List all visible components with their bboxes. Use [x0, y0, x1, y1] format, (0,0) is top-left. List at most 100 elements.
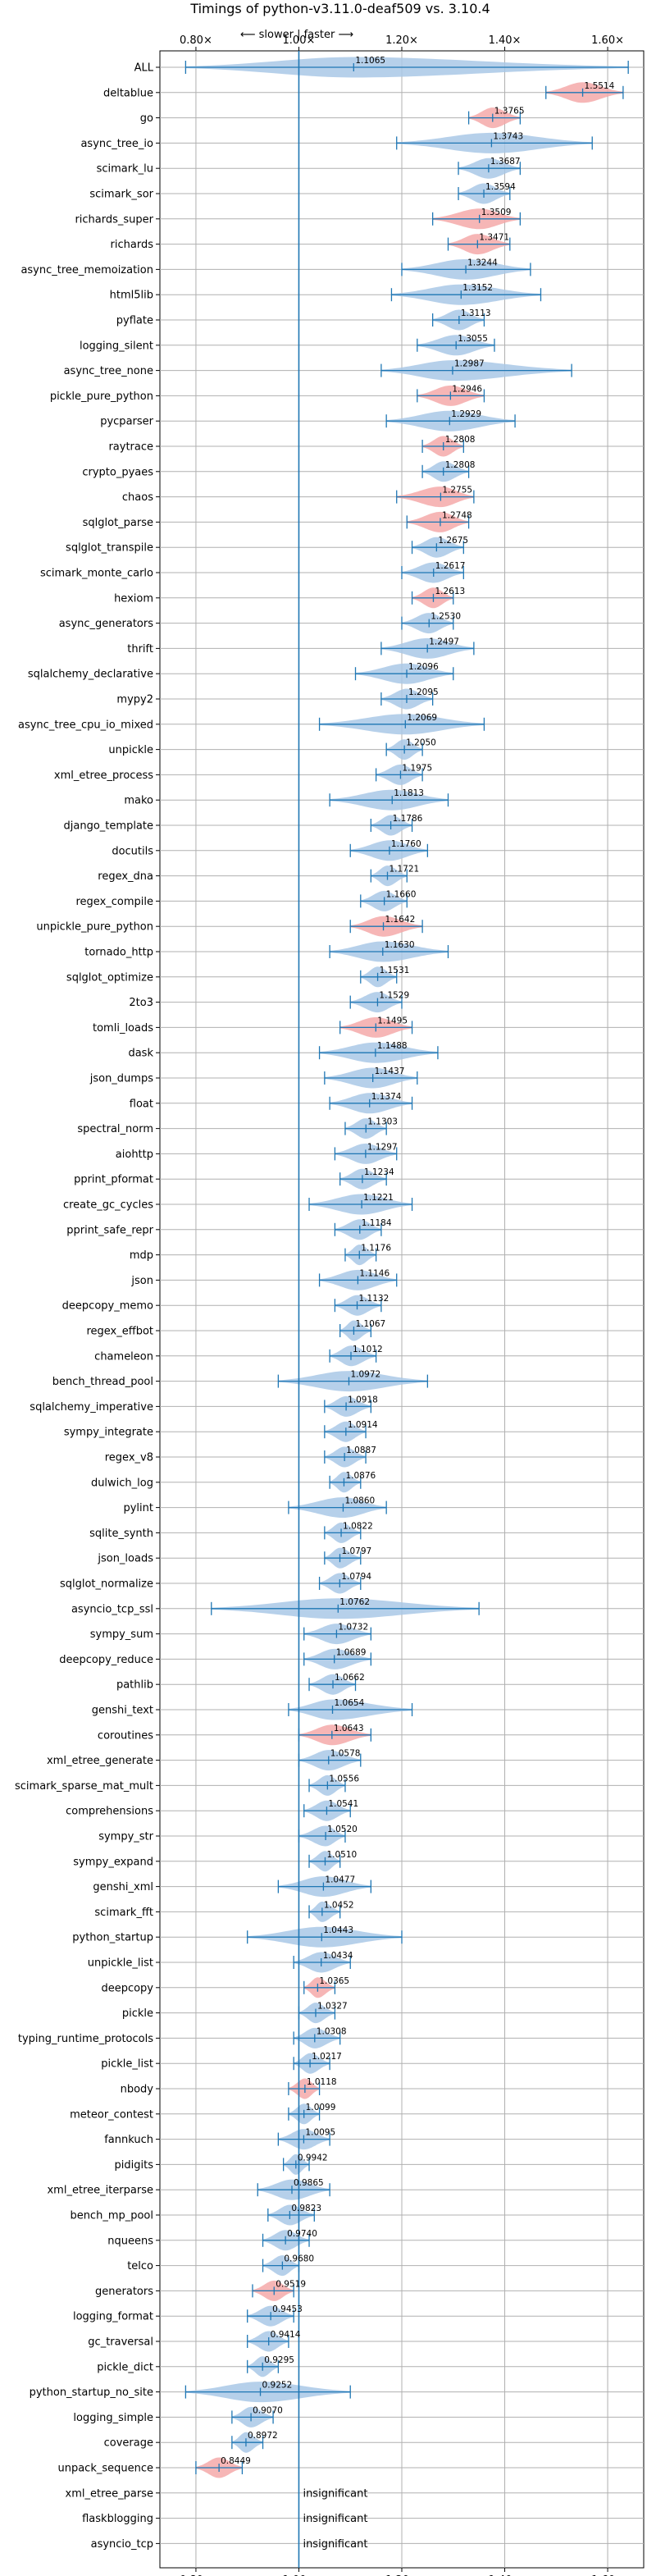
value-label: 0.9680 [284, 2254, 314, 2264]
value-label: 0.9519 [276, 2279, 306, 2289]
value-label: 1.1488 [377, 1041, 408, 1051]
value-label: 1.1067 [355, 1319, 385, 1329]
value-label: 1.0918 [348, 1395, 378, 1404]
value-label: 1.2530 [430, 612, 461, 622]
benchmark-label: pylint [123, 1502, 153, 1514]
value-label: 1.2050 [406, 738, 436, 748]
benchmark-label: spectral_norm [77, 1123, 153, 1135]
benchmark-label: unpickle_list [88, 1957, 153, 1970]
benchmark-label: sqlite_synth [89, 1528, 153, 1540]
value-label: 0.9823 [291, 2204, 321, 2213]
value-label: 1.1760 [391, 839, 421, 849]
value-label: 1.1146 [359, 1268, 390, 1278]
value-label: 0.9252 [262, 2381, 293, 2391]
benchmark-label: xml_etree_process [54, 770, 153, 782]
value-label: 1.2808 [445, 460, 476, 470]
value-label: 1.2497 [429, 637, 459, 646]
benchmark-label: json_loads [97, 1553, 153, 1565]
value-label: 1.0578 [330, 1749, 361, 1759]
value-label: 1.0732 [338, 1623, 368, 1633]
tick-layer: 0.80× 0.80× 1.00× 1.00× 1.20× 1.20× 1.40× 1.40×… [156, 34, 624, 2576]
value-label: 1.2946 [452, 384, 482, 394]
x-tick-label-bottom: 1.00× [283, 2574, 316, 2576]
benchmark-label: sqlalchemy_imperative [30, 1401, 153, 1414]
value-label: 1.0510 [326, 1850, 357, 1860]
value-label: 1.0822 [343, 1521, 373, 1531]
benchmark-label: raytrace [108, 441, 153, 454]
benchmark-label: async_generators [59, 618, 154, 630]
benchmark-label: create_gc_cycles [63, 1199, 153, 1212]
value-label: 0.9070 [253, 2405, 283, 2415]
benchmark-label: mypy2 [116, 694, 153, 706]
value-label: 1.0434 [323, 1951, 353, 1961]
benchmark-label: scimark_lu [97, 163, 153, 176]
benchmark-label: dulwich_log [91, 1477, 153, 1489]
x-tick-label-top: 1.40× [489, 34, 522, 47]
value-label: 1.0452 [324, 1900, 354, 1910]
benchmark-label: scimark_monte_carlo [40, 568, 153, 580]
benchmark-label: coroutines [98, 1729, 153, 1742]
chart-subtitle: ⟵ slower | faster ⟶ [240, 29, 353, 41]
benchmark-label: deepcopy_memo [62, 1300, 153, 1313]
benchmark-label: regex_compile [75, 896, 153, 908]
value-label: 1.0876 [345, 1471, 376, 1481]
benchmark-label: tornado_http [84, 947, 153, 959]
benchmark-label: django_template [64, 820, 153, 833]
value-label: 1.0327 [317, 2002, 348, 2012]
benchmark-label: genshi_xml [93, 1881, 153, 1893]
value-label: 1.0477 [325, 1875, 355, 1885]
benchmark-label: pprint_safe_repr [66, 1224, 153, 1236]
value-label: 1.1975 [402, 763, 432, 773]
value-label: 1.1234 [364, 1167, 394, 1177]
value-label: 1.3471 [479, 233, 509, 243]
value-label: 1.1221 [363, 1193, 394, 1203]
benchmark-label: python_startup [72, 1932, 153, 1944]
benchmark-label: scimark_sor [89, 189, 153, 201]
benchmark-label: xml_etree_parse [66, 2487, 153, 2500]
value-label: 1.3594 [485, 182, 516, 192]
benchmark-label: unpack_sequence [57, 2463, 153, 2475]
benchmark-label: docutils [112, 845, 153, 857]
value-label: 1.1630 [385, 940, 415, 950]
benchmark-label: nbody [121, 2084, 154, 2096]
value-label: 1.0095 [305, 2128, 335, 2138]
benchmark-label: sympy_expand [73, 1856, 153, 1868]
benchmark-label: hexiom [114, 592, 153, 605]
benchmark-label: pathlib [116, 1679, 153, 1692]
benchmark-label: 2to3 [129, 997, 153, 1009]
value-label: 1.1660 [386, 889, 417, 899]
benchmark-label: richards_super [75, 213, 153, 226]
benchmark-label: sympy_str [98, 1831, 153, 1843]
value-label: 0.9453 [272, 2304, 303, 2314]
value-label: 1.2617 [435, 561, 466, 571]
value-label: 1.0972 [350, 1370, 380, 1380]
benchmark-label: async_tree_io [80, 138, 153, 150]
benchmark-label: aiohttp [116, 1149, 153, 1161]
benchmark-label: gc_traversal [88, 2336, 153, 2349]
value-label: 1.0365 [319, 1976, 349, 1986]
benchmark-label: deepcopy_reduce [59, 1654, 153, 1666]
x-tick-label-bottom: 1.20× [385, 2574, 418, 2576]
value-label: 1.3113 [461, 308, 491, 318]
benchmark-label: nqueens [107, 2235, 153, 2247]
benchmark-label: sympy_sum [90, 1628, 153, 1641]
value-label: 1.0797 [341, 1546, 371, 1556]
violin-layer [184, 51, 629, 2568]
value-label: 1.2748 [442, 510, 472, 520]
value-label: 1.1297 [367, 1142, 398, 1152]
value-label: 1.2675 [438, 536, 468, 546]
benchmark-label: xml_etree_iterparse [47, 2185, 153, 2197]
value-label: 1.3765 [494, 107, 525, 116]
benchmark-label: regex_v8 [105, 1452, 153, 1464]
value-label: 1.1437 [375, 1066, 405, 1076]
benchmark-label: chaos [122, 491, 153, 504]
benchmark-label: sqlglot_normalize [60, 1578, 153, 1591]
benchmark-label: asyncio_tcp_ssl [71, 1603, 153, 1615]
benchmark-label: coverage [104, 2437, 153, 2450]
value-label: 1.3055 [458, 334, 488, 344]
benchmark-label: asyncio_tcp [91, 2538, 153, 2551]
value-label: 1.2613 [435, 587, 465, 596]
value-label: 1.0099 [306, 2103, 336, 2112]
benchmark-label: pickle_dict [97, 2361, 153, 2373]
